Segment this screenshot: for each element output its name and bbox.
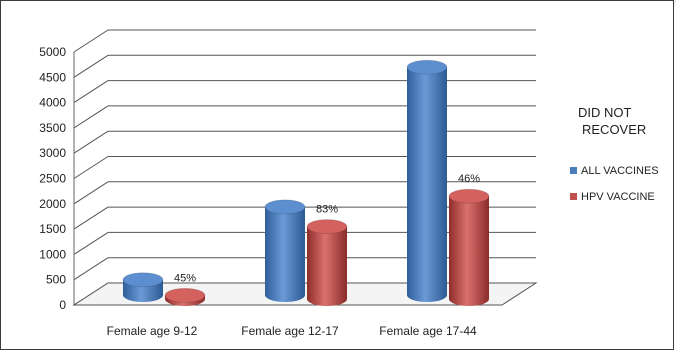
data-label: 46%: [458, 173, 480, 185]
y-tick-label: 3000: [39, 146, 66, 160]
y-tick-label: 500: [46, 273, 66, 287]
gridline-diagonal: [73, 29, 109, 53]
legend-swatch-hpv-vaccine: [570, 193, 577, 200]
data-label: 83%: [316, 204, 338, 216]
gridline-diagonal: [73, 105, 109, 129]
bar-top-cap: [122, 272, 164, 288]
gridline-diagonal: [73, 206, 109, 230]
bar-top-cap: [406, 59, 448, 75]
bar-top-cap: [306, 219, 348, 234]
gridline-diagonal: [73, 130, 109, 154]
data-label: 45%: [174, 272, 196, 284]
y-tick-label: 2000: [39, 197, 66, 211]
y-axis-ticks: 0 500 1000 1500 2000 2500 3000 3500 4000 4500 5000: [39, 45, 66, 312]
legend-title-line2: RECOVER: [582, 122, 646, 137]
bar-all-vaccines-2: [407, 67, 447, 302]
legend-label-all-vaccines: ALL VACCINES: [581, 165, 659, 177]
legend-swatch-all-vaccines: [570, 167, 577, 174]
x-category-label: Female age 9-12: [107, 324, 198, 338]
y-tick-label: 3500: [39, 121, 66, 135]
bar-top-cap: [448, 188, 490, 204]
bar-top-cap: [264, 199, 306, 215]
gridline-diagonal: [73, 80, 109, 104]
x-category-label: Female age 17-44: [379, 324, 477, 338]
gridline-diagonal: [73, 231, 109, 255]
y-tick-label: 4500: [39, 70, 66, 84]
y-tick-label: 1500: [39, 222, 66, 236]
x-axis-categories: Female age 9-12 Female age 12-17 Female ag…: [107, 324, 477, 338]
x-category-label: Female age 12-17: [241, 324, 339, 338]
y-tick-label: 5000: [39, 45, 66, 59]
legend: DID NOT RECOVER ALL VACCINES HPV VACCINE: [570, 105, 659, 203]
gridline-diagonal: [73, 181, 109, 205]
y-tick-label: 0: [59, 298, 66, 312]
y-tick-label: 1000: [39, 247, 66, 261]
bar-hpv-vaccine-1: [307, 226, 347, 306]
legend-label-hpv-vaccine: HPV VACCINE: [581, 191, 655, 203]
gridline-diagonal: [73, 156, 109, 179]
gridline-diagonal: [73, 257, 109, 281]
legend-title-line1: DID NOT: [578, 105, 632, 120]
y-tick-label: 4000: [39, 96, 66, 110]
bar-hpv-vaccine-2: [449, 196, 489, 306]
bar-top-cap: [164, 287, 206, 303]
bars: [122, 59, 490, 306]
data-labels: 45% 83% 46%: [174, 173, 480, 284]
y-tick-label: 2500: [39, 172, 66, 186]
bar-all-vaccines-1: [265, 206, 305, 302]
gridline-diagonal: [73, 54, 109, 78]
